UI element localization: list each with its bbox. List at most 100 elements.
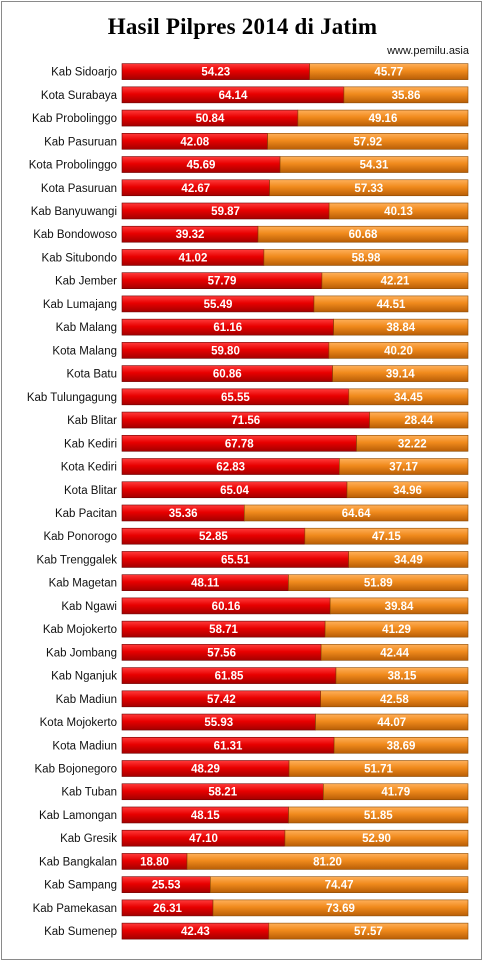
category-label: Kab Tulungagung xyxy=(27,392,117,404)
bar-segment-orange xyxy=(320,644,469,661)
data-label: 61.31 xyxy=(214,740,243,752)
bar-segment-orange xyxy=(324,620,469,638)
data-label: 41.02 xyxy=(179,252,208,264)
bar-segment-orange xyxy=(288,760,469,777)
data-label: 57.42 xyxy=(207,694,236,706)
data-label: 65.04 xyxy=(220,485,249,497)
data-label: 59.87 xyxy=(211,206,240,218)
data-label: 52.90 xyxy=(362,833,391,845)
data-label: 44.51 xyxy=(377,299,406,311)
data-label: 37.17 xyxy=(389,462,418,474)
data-label: 57.79 xyxy=(208,276,237,288)
bar-segment-orange xyxy=(343,86,469,104)
bar-segment-orange xyxy=(333,736,469,754)
data-label: 47.15 xyxy=(372,531,401,543)
data-label: 54.23 xyxy=(201,67,230,79)
data-label: 39.84 xyxy=(385,601,414,613)
category-label: Kab Pacitan xyxy=(55,508,117,520)
bar-segment-orange xyxy=(288,806,469,824)
data-label: 35.86 xyxy=(392,90,421,102)
bar-segment-orange xyxy=(328,202,469,220)
data-label: 38.84 xyxy=(386,322,415,334)
category-label: Kab Blitar xyxy=(67,415,117,427)
category-label: Kab Bojonegoro xyxy=(35,764,117,776)
bar-segment-orange xyxy=(186,853,469,870)
category-label: Kab Madiun xyxy=(56,694,117,706)
category-label: Kab Gresik xyxy=(60,833,117,845)
data-label: 51.85 xyxy=(364,810,393,822)
data-label: 42.67 xyxy=(181,183,210,195)
data-label: 44.07 xyxy=(377,717,406,729)
data-label: 51.71 xyxy=(364,764,393,776)
data-label: 26.31 xyxy=(153,903,182,915)
category-label: Kota Surabaya xyxy=(41,90,118,102)
category-label: Kab Probolinggo xyxy=(32,113,117,125)
category-label: Kota Pasuruan xyxy=(41,183,117,195)
data-label: 32.22 xyxy=(398,438,427,450)
bar-segment-orange xyxy=(210,876,469,893)
data-label: 42.44 xyxy=(380,647,409,659)
data-label: 81.20 xyxy=(313,856,342,868)
data-label: 42.08 xyxy=(180,136,209,148)
data-label: 40.20 xyxy=(384,345,413,357)
data-label: 64.64 xyxy=(342,508,371,520)
data-label: 67.78 xyxy=(225,438,254,450)
bar-segment-orange xyxy=(348,551,469,568)
bar-segment-orange xyxy=(348,388,469,406)
category-label: Kab Magetan xyxy=(49,578,117,590)
data-label: 58.21 xyxy=(208,787,237,799)
category-label: Kab Jombang xyxy=(46,647,117,659)
data-label: 60.68 xyxy=(349,229,378,241)
data-label: 42.21 xyxy=(381,276,410,288)
data-label: 58.98 xyxy=(352,252,381,264)
category-label: Kab Ngawi xyxy=(61,601,117,613)
chart-title: Hasil Pilpres 2014 di Jatim xyxy=(107,14,378,39)
category-label: Kota Malang xyxy=(52,345,117,357)
data-label: 45.77 xyxy=(374,67,403,79)
category-label: Kab Sampang xyxy=(44,880,117,892)
category-label: Kota Madiun xyxy=(52,740,117,752)
bar-segment-orange xyxy=(267,133,469,150)
data-label: 45.69 xyxy=(187,160,216,172)
data-label: 54.31 xyxy=(360,160,389,172)
category-label: Kab Trenggalek xyxy=(36,554,117,566)
data-label: 34.49 xyxy=(394,554,423,566)
category-label: Kab Lumajang xyxy=(43,299,117,311)
category-label: Kab Nganjuk xyxy=(51,671,117,683)
data-label: 57.92 xyxy=(353,136,382,148)
bar-segment-orange xyxy=(268,922,469,940)
bar-segment-orange xyxy=(279,156,469,173)
bar-segment-orange xyxy=(315,713,469,731)
data-label: 64.14 xyxy=(219,90,248,102)
data-label: 60.16 xyxy=(212,601,241,613)
bar-segment-orange xyxy=(212,899,469,917)
data-label: 39.14 xyxy=(386,369,415,381)
category-label: Kab Bondowoso xyxy=(33,229,117,241)
data-label: 40.13 xyxy=(384,206,413,218)
data-label: 25.53 xyxy=(152,880,181,892)
category-label: Kab Kediri xyxy=(64,438,117,450)
category-label: Kab Sumenep xyxy=(44,926,117,938)
data-label: 42.58 xyxy=(380,694,409,706)
data-label: 65.51 xyxy=(221,554,250,566)
data-label: 57.56 xyxy=(207,647,236,659)
bar-segment-orange xyxy=(304,527,469,545)
data-label: 62.83 xyxy=(216,462,245,474)
bar-segment-orange xyxy=(320,690,469,708)
data-label: 41.79 xyxy=(381,787,410,799)
data-label: 61.85 xyxy=(215,671,244,683)
data-label: 74.47 xyxy=(325,880,354,892)
data-label: 61.16 xyxy=(213,322,242,334)
bar-segment-orange xyxy=(333,318,469,336)
data-label: 57.57 xyxy=(354,926,383,938)
data-label: 47.10 xyxy=(189,833,218,845)
data-label: 71.56 xyxy=(231,415,260,427)
bar-segment-orange xyxy=(369,411,469,429)
category-label: Kota Probolinggo xyxy=(29,160,117,172)
category-label: Kota Batu xyxy=(66,369,117,381)
data-label: 41.29 xyxy=(382,624,411,636)
bar-segment-orange xyxy=(332,365,469,382)
bar-segment-orange xyxy=(288,574,469,591)
category-label: Kab Jember xyxy=(55,276,117,288)
category-label: Kab Lamongan xyxy=(39,810,117,822)
